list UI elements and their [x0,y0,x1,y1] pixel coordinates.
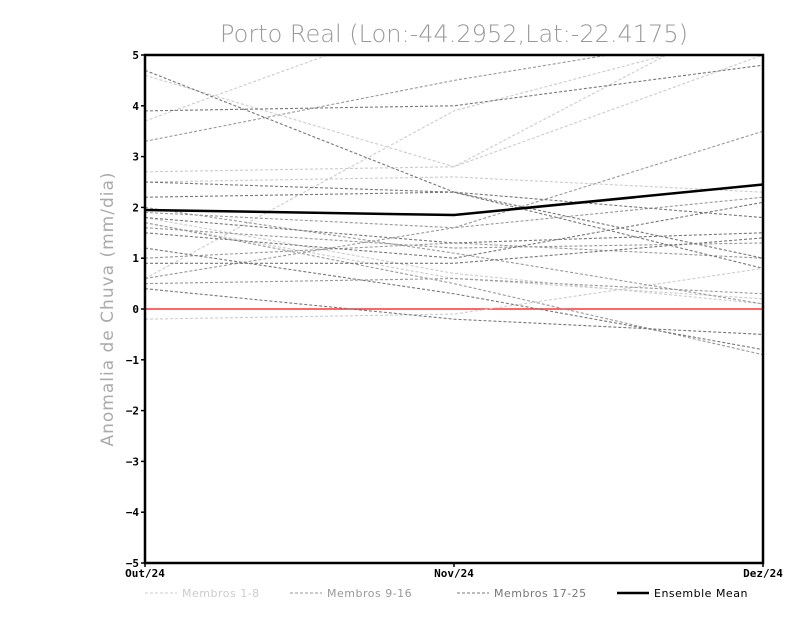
member-line [145,227,763,249]
member-line [145,237,763,264]
member-line [145,267,763,320]
y-tick-label: 5 [132,49,139,62]
y-tick-label: −4 [126,506,140,519]
member-line [145,176,763,193]
ensemble-mean-line [145,183,763,217]
member-line [145,181,763,219]
y-tick-label: −1 [126,354,140,367]
y-tick-label: −5 [126,557,139,570]
member-line [145,55,763,168]
y-tick-label: 4 [132,100,139,113]
member-line [145,217,763,305]
y-axis-label: Anomalia de Chuva (mm/dia) [98,171,118,446]
y-axis-ticks: −5 −4 −3 −2 −1 0 1 2 3 4 5 [126,49,145,570]
member-line [145,222,763,300]
x-axis-ticks: Out/24 Nov/24 Dez/24 [125,563,783,580]
member-line [145,196,763,280]
y-tick-label: 3 [132,151,139,164]
legend-label: Ensemble Mean [654,587,748,600]
y-tick-label: −2 [126,405,139,418]
plot-area-frame [143,53,765,565]
member-line [145,69,763,269]
x-tick-label: Dez/24 [743,567,783,580]
member-line [145,55,669,280]
chart-title: Porto Real (Lon:-44.2952,Lat:-22.4175) [220,20,688,48]
x-tick-label: Nov/24 [434,567,474,580]
y-tick-label: −3 [126,455,139,468]
y-tick-label: 1 [132,252,139,265]
member-line [145,55,668,173]
member-line [145,288,763,335]
y-tick-label: 2 [132,201,139,214]
chart-legend: Membros 1-8 Membros 9-16 Membros 17-25 Ense… [145,587,748,600]
legend-label: Membros 9-16 [327,587,412,600]
member-line [145,191,763,259]
member-line [145,217,763,244]
member-line [145,130,763,229]
member-line [145,277,763,295]
member-line [145,201,763,259]
member-line [145,242,763,259]
member-line [145,206,763,305]
series-lines [145,55,763,356]
member-line [145,247,763,351]
x-tick-label: Out/24 [125,567,165,580]
member-line [145,64,763,112]
legend-label: Membros 17-25 [494,587,587,600]
y-tick-label: 0 [132,303,139,316]
legend-label: Membros 1-8 [182,587,260,600]
